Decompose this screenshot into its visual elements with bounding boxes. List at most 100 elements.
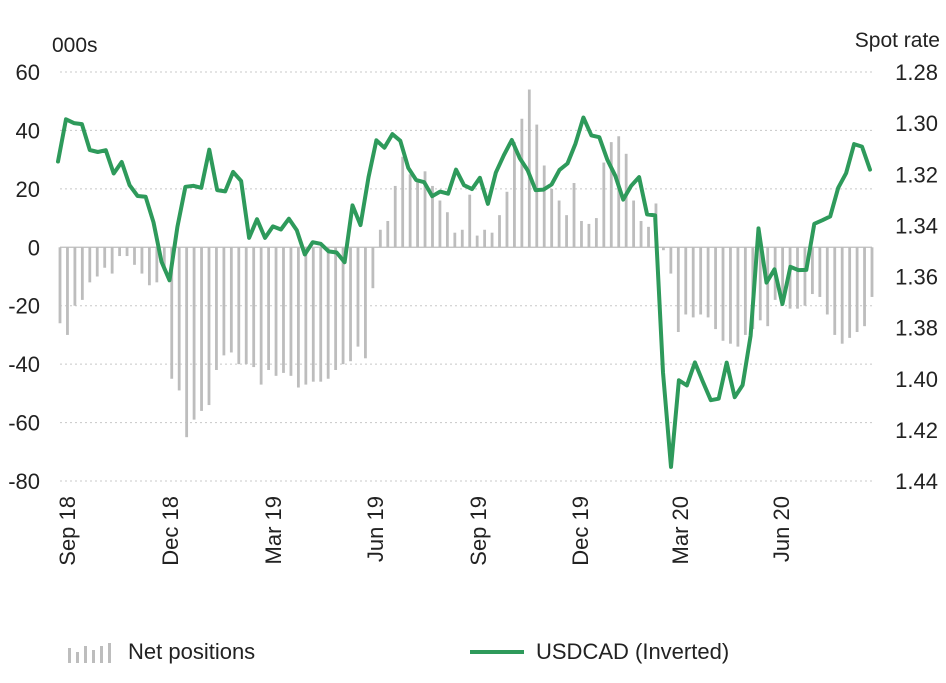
bar <box>706 247 710 318</box>
bar <box>475 235 479 248</box>
left-tick-label: 20 <box>16 177 40 202</box>
bar <box>319 247 323 382</box>
bar <box>237 247 241 365</box>
bar <box>282 247 285 373</box>
bar <box>676 247 680 333</box>
usdcad-line <box>56 115 872 469</box>
bar <box>110 247 114 274</box>
bar <box>699 247 703 315</box>
bar <box>289 247 293 376</box>
bar <box>66 247 69 335</box>
right-tick-label: 1.42 <box>895 418 938 443</box>
right-tick-label: 1.30 <box>895 111 938 136</box>
bar <box>639 220 643 248</box>
bar <box>371 247 375 289</box>
bar <box>207 247 211 406</box>
right-tick-label: 1.38 <box>895 316 938 341</box>
bar <box>535 124 539 248</box>
bar <box>833 247 837 335</box>
bar <box>624 153 628 248</box>
right-tick-label: 1.40 <box>895 367 938 392</box>
x-tick-label: Sep 18 <box>55 496 80 566</box>
bar <box>349 247 352 362</box>
bar <box>341 247 345 365</box>
bar <box>73 247 77 306</box>
right-tick-label: 1.34 <box>895 213 938 238</box>
bar <box>125 247 129 257</box>
bar <box>788 247 792 309</box>
bar <box>401 156 405 248</box>
bar <box>557 200 561 248</box>
bar <box>736 247 740 347</box>
bar <box>714 247 717 330</box>
x-tick-label: Dec 18 <box>158 496 183 566</box>
bar <box>274 247 278 376</box>
bar <box>185 247 189 438</box>
bar <box>527 89 531 248</box>
bar <box>103 247 107 268</box>
bar <box>542 165 546 248</box>
bar <box>438 200 442 248</box>
bar <box>259 247 263 385</box>
bar <box>140 247 144 274</box>
bar <box>58 247 62 324</box>
bar <box>609 142 613 248</box>
bar <box>118 247 121 257</box>
bar <box>602 162 606 248</box>
bar <box>743 247 747 335</box>
bar <box>267 247 270 370</box>
bar <box>147 247 151 286</box>
bar <box>423 171 427 248</box>
bar <box>505 191 509 248</box>
line-swatch-icon <box>470 650 524 654</box>
right-axis-ticks: 1.28 1.30 1.32 1.34 1.36 1.38 1.40 1.42 1.44 <box>895 60 938 494</box>
bar <box>565 215 568 248</box>
bar <box>632 200 636 248</box>
bar <box>304 247 308 385</box>
left-tick-label: 60 <box>16 60 40 85</box>
bar <box>356 247 360 347</box>
bar <box>796 247 799 309</box>
bar <box>848 247 852 338</box>
bar <box>408 174 412 248</box>
bar <box>311 247 315 382</box>
bar <box>825 247 829 315</box>
legend-label: USDCAD (Inverted) <box>536 639 730 664</box>
bar <box>870 247 874 297</box>
bar <box>252 247 256 368</box>
x-tick-label: Dec 19 <box>568 496 593 566</box>
left-tick-label: -40 <box>8 352 40 377</box>
bar <box>378 229 382 248</box>
bar <box>431 185 434 248</box>
bar <box>572 183 576 248</box>
bar <box>691 247 695 318</box>
right-tick-label: 1.28 <box>895 60 938 85</box>
bar <box>803 247 807 306</box>
bar <box>669 247 673 274</box>
left-tick-label: -60 <box>8 411 40 436</box>
gridlines <box>60 71 872 482</box>
bar <box>244 247 248 365</box>
bar <box>453 232 457 248</box>
bar <box>386 220 390 248</box>
bar <box>550 188 554 248</box>
bar-swatch-icon <box>68 641 116 663</box>
bar <box>490 232 494 248</box>
x-tick-label: Mar 20 <box>668 496 693 564</box>
bar <box>684 247 688 315</box>
bar <box>594 218 598 248</box>
bar <box>818 247 822 297</box>
x-tick-label: Sep 19 <box>466 496 491 566</box>
bar <box>133 247 136 265</box>
bar <box>222 247 226 356</box>
bar <box>416 180 419 248</box>
bar <box>364 247 367 359</box>
right-tick-label: 1.44 <box>895 469 938 494</box>
legend-item-net-positions: Net positions <box>68 636 255 668</box>
bar <box>326 247 330 379</box>
right-axis-unit: Spot rate <box>855 29 940 52</box>
bar <box>766 247 770 327</box>
bar <box>721 247 725 341</box>
bar <box>88 247 92 283</box>
